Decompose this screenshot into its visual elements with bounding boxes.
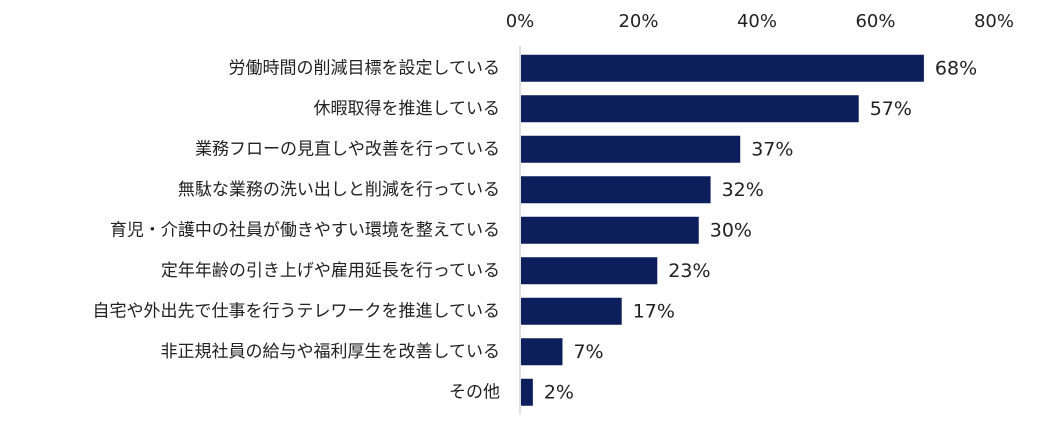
data-label: 2% xyxy=(544,381,574,403)
data-label: 37% xyxy=(751,138,793,160)
data-label: 7% xyxy=(573,341,603,363)
data-label: 68% xyxy=(935,57,977,79)
category-label: 労働時間の削減目標を設定している xyxy=(229,58,501,78)
bars-group xyxy=(521,54,924,406)
bar xyxy=(521,95,859,123)
x-tick-label: 80% xyxy=(974,11,1014,32)
category-label: 非正規社員の給与や福利厚生を改善している xyxy=(161,342,501,362)
bar xyxy=(521,54,924,82)
category-label: 育児・介護中の社員が働きやすい環境を整えている xyxy=(110,220,500,240)
x-axis-ticks: 0% 20% 40% 60% 80% xyxy=(506,11,1014,32)
x-tick-label: 0% xyxy=(506,11,535,32)
category-label: 定年年齢の引き上げや雇用延長を行っている xyxy=(161,261,500,281)
category-label: 無駄な業務の洗い出しと削減を行っている xyxy=(178,180,500,200)
category-label: その他 xyxy=(449,382,500,402)
data-label: 23% xyxy=(668,260,710,282)
category-label: 業務フローの見直しや改善を行っている xyxy=(195,139,500,159)
bar xyxy=(521,338,563,366)
bar xyxy=(521,216,699,244)
data-label: 30% xyxy=(710,219,752,241)
category-label: 休暇取得を推進している xyxy=(314,99,501,119)
data-label: 32% xyxy=(722,179,764,201)
data-label: 57% xyxy=(870,98,912,120)
data-label: 17% xyxy=(633,300,675,322)
bar xyxy=(521,378,533,406)
category-labels: 労働時間の削減目標を設定している休暇取得を推進している業務フローの見直しや改善を… xyxy=(93,58,501,402)
x-tick-label: 40% xyxy=(737,11,777,32)
x-tick-label: 60% xyxy=(855,11,895,32)
bar xyxy=(521,176,711,204)
bar xyxy=(521,297,622,325)
category-label: 自宅や外出先で仕事を行うテレワークを推進している xyxy=(93,301,501,321)
value-labels: 68% 57% 37% 32% 30%23% 17% 7% 2% xyxy=(544,57,977,403)
x-tick-label: 20% xyxy=(618,11,658,32)
bar xyxy=(521,257,658,285)
bar xyxy=(521,135,741,163)
